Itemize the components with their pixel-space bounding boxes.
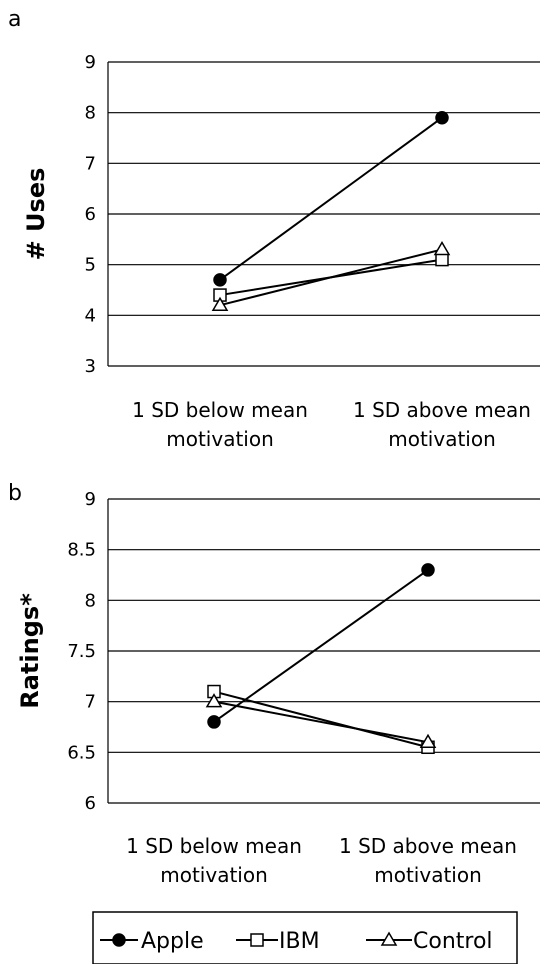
x-category-label: 1 SD below mean: [126, 834, 302, 858]
y-tick-label: 7: [85, 692, 96, 713]
legend: Apple IBM Control: [92, 911, 518, 964]
x-category-label: 1 SD above mean: [353, 398, 531, 422]
chart-panel-b: b 6 6.5 7 7.5 8 8.5 9 Ratings* 1 SD below mean mot…: [8, 481, 540, 887]
data-point-control: [205, 693, 223, 708]
x-category-label: motivation: [388, 427, 496, 451]
series-line-control: [213, 700, 429, 744]
y-tick-label: 5: [85, 255, 96, 276]
y-tick-label: 7: [85, 153, 96, 174]
panel-label: b: [8, 481, 22, 506]
y-tick-label: 9: [85, 489, 96, 510]
legend-marker-control: [380, 931, 398, 946]
data-point-apple: [421, 563, 435, 577]
legend-marker-ibm: [250, 933, 264, 947]
x-category-label: motivation: [160, 863, 268, 887]
y-axis-label: # Uses: [22, 168, 50, 261]
data-point-apple: [435, 110, 449, 125]
legend-label-control: Control: [413, 929, 493, 954]
data-point-apple: [207, 715, 221, 729]
series-line-apple: [219, 116, 443, 281]
legend-label-ibm: IBM: [279, 929, 320, 954]
y-tick-label: 7.5: [67, 641, 96, 662]
data-point-control: [433, 240, 451, 256]
panel-label: a: [8, 7, 21, 32]
legend-box: [92, 911, 518, 964]
y-tick-label: 6: [85, 793, 96, 814]
data-point-apple: [213, 273, 227, 287]
data-point-ibm: [435, 252, 449, 267]
series-line-ibm: [213, 690, 429, 749]
y-tick-label: 6: [85, 204, 96, 225]
y-tick-label: 3: [85, 356, 96, 377]
chart-panel-a: a 3 4 5 6 7 8 9 # Uses 1 SD below mean motivation 1…: [8, 7, 540, 451]
y-tick-label: 6.5: [67, 742, 96, 763]
series-line-apple: [213, 569, 429, 723]
x-category-label: 1 SD below mean: [132, 398, 308, 422]
y-tick-label: 8.5: [67, 540, 96, 561]
x-category-label: motivation: [374, 863, 482, 887]
y-tick-label: 4: [85, 305, 96, 326]
x-category-label: 1 SD above mean: [339, 834, 517, 858]
y-tick-label: 8: [85, 103, 96, 124]
y-axis-label: Ratings*: [16, 593, 44, 709]
data-point-control: [419, 733, 437, 748]
series-line-control: [219, 248, 443, 307]
y-tick-label: 8: [85, 590, 96, 611]
x-category-label: motivation: [166, 427, 274, 451]
legend-marker-apple: [112, 933, 126, 947]
legend-label-apple: Apple: [141, 929, 204, 954]
y-tick-label: 9: [85, 52, 96, 73]
data-point-control: [211, 296, 229, 311]
